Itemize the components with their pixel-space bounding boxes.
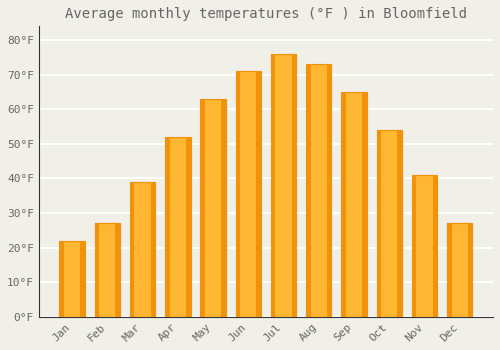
Bar bbox=[200, 99, 226, 317]
Bar bbox=[398, 130, 402, 317]
Bar bbox=[327, 64, 332, 317]
Bar bbox=[60, 241, 85, 317]
Bar bbox=[80, 241, 85, 317]
Bar bbox=[60, 241, 64, 317]
Bar bbox=[256, 71, 261, 317]
Bar bbox=[271, 54, 276, 317]
Bar bbox=[165, 137, 170, 317]
Bar bbox=[376, 130, 402, 317]
Bar bbox=[306, 64, 310, 317]
Bar bbox=[236, 71, 240, 317]
Bar bbox=[292, 54, 296, 317]
Bar bbox=[468, 223, 472, 317]
Bar bbox=[94, 223, 100, 317]
Bar bbox=[165, 137, 190, 317]
Bar bbox=[130, 182, 156, 317]
Bar bbox=[376, 130, 381, 317]
Bar bbox=[271, 54, 296, 317]
Bar bbox=[342, 92, 346, 317]
Bar bbox=[342, 92, 366, 317]
Bar bbox=[200, 99, 205, 317]
Bar bbox=[221, 99, 226, 317]
Bar bbox=[306, 64, 332, 317]
Bar bbox=[412, 175, 437, 317]
Bar bbox=[447, 223, 452, 317]
Title: Average monthly temperatures (°F ) in Bloomfield: Average monthly temperatures (°F ) in Bl… bbox=[65, 7, 467, 21]
Bar bbox=[447, 223, 472, 317]
Bar bbox=[130, 182, 134, 317]
Bar bbox=[150, 182, 156, 317]
Bar bbox=[362, 92, 366, 317]
Bar bbox=[412, 175, 416, 317]
Bar bbox=[236, 71, 261, 317]
Bar bbox=[186, 137, 190, 317]
Bar bbox=[94, 223, 120, 317]
Bar bbox=[432, 175, 437, 317]
Bar bbox=[116, 223, 120, 317]
